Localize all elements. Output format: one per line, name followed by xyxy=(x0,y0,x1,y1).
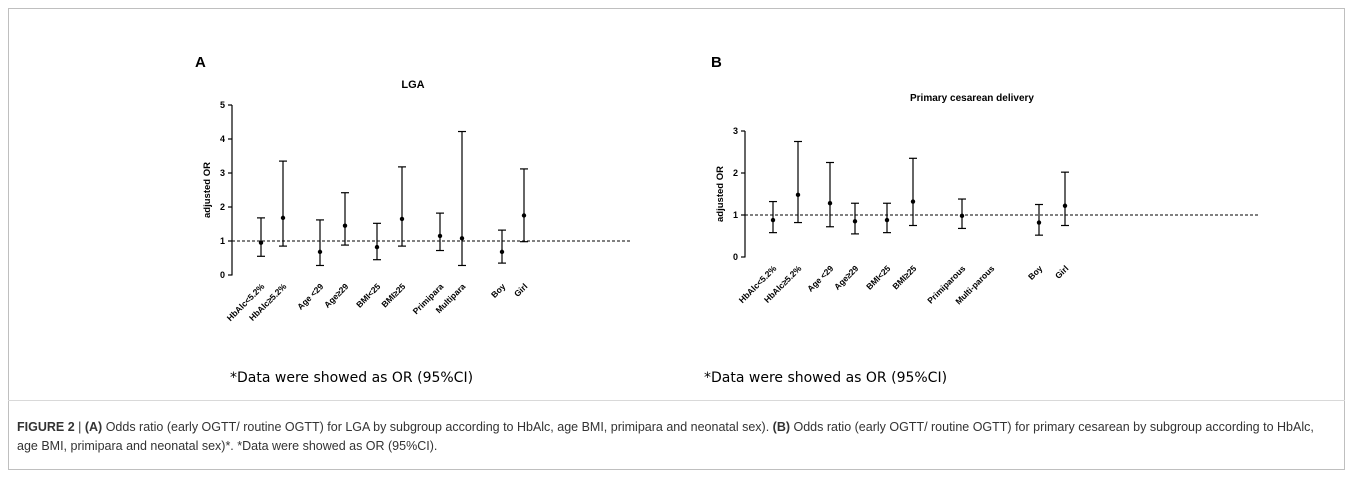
chart-a-x-tick-label: Boy xyxy=(489,281,508,300)
chart-a-x-tick-label: BMI≥25 xyxy=(379,281,407,309)
chart-b-point xyxy=(795,192,801,198)
note-b: *Data were showed as OR (95%CI) xyxy=(704,370,948,386)
chart-a-y-tick-label: 1 xyxy=(220,236,225,246)
caption-part-0: (A) xyxy=(84,420,103,434)
figure-caption: FIGURE 2 | (A) Odds ratio (early OGTT/ r… xyxy=(17,418,1337,456)
chart-b-point xyxy=(852,219,858,224)
chart-a-point xyxy=(459,236,465,241)
chart-a-x-tick-label: Age <29 xyxy=(295,281,325,311)
chart-b-point xyxy=(1062,203,1068,208)
chart-b-point xyxy=(1036,220,1042,225)
chart-b-x-tick-label: BMI<25 xyxy=(864,263,892,291)
chart-a-title: LGA xyxy=(401,79,424,91)
caption-separator: | xyxy=(74,420,85,434)
chart-a-point xyxy=(280,215,286,221)
chart-b-point xyxy=(910,199,916,204)
chart-b-point xyxy=(884,217,890,223)
note-a: *Data were showed as OR (95%CI) xyxy=(230,370,474,386)
chart-a-y-axis-label: adjusted OR xyxy=(202,162,213,218)
chart-a-y-tick-label: 3 xyxy=(220,168,225,178)
chart-a-point xyxy=(399,216,405,222)
caption-part-1: Odds ratio (early OGTT/ routine OGTT) fo… xyxy=(102,420,773,434)
chart-b: B Primary cesarean delivery 0 1 2 3 adjusted O… xyxy=(711,54,1260,306)
chart-a-x-tick-label: Girl xyxy=(512,281,529,298)
chart-b-y-tick-label: 2 xyxy=(733,168,738,178)
chart-b-x-tick-label: Age≥29 xyxy=(832,263,861,292)
caption-part-2: (B) xyxy=(772,420,791,434)
chart-a-y-tick-label: 5 xyxy=(220,100,225,110)
chart-a-y-tick-label: 4 xyxy=(220,134,225,144)
figure-frame xyxy=(8,8,1345,470)
chart-a-panel-letter: A xyxy=(195,54,206,71)
chart-b-point xyxy=(770,217,776,223)
chart-b-point xyxy=(827,201,833,206)
chart-b-x-tick-label: Boy xyxy=(1026,263,1045,282)
chart-a-y-tick-label: 0 xyxy=(220,270,225,280)
chart-b-y-tick-label: 0 xyxy=(733,252,738,262)
chart-a-x-tick-label: BMI<25 xyxy=(354,281,382,309)
caption-divider xyxy=(8,400,1345,401)
caption-part-3: Odds ratio (early OGTT/ routine OGTT) fo… xyxy=(17,420,1314,453)
chart-a-point xyxy=(499,249,505,255)
chart-a-point xyxy=(342,223,348,228)
chart-a-point xyxy=(317,249,323,255)
chart-b-panel-letter: B xyxy=(711,54,722,71)
chart-b-y-tick-label: 3 xyxy=(733,126,738,136)
chart-a-point xyxy=(374,244,380,250)
chart-a-y-tick-label: 2 xyxy=(220,202,225,212)
chart-b-x-tick-label: BMI≥25 xyxy=(890,263,918,291)
chart-a-point xyxy=(437,233,443,239)
chart-b-y-axis-label: adjusted OR xyxy=(715,166,726,222)
chart-a-point xyxy=(521,213,527,218)
chart-b-x-tick-label: Age <29 xyxy=(805,263,835,293)
caption-label: FIGURE 2 xyxy=(17,420,75,434)
chart-a-point xyxy=(258,240,264,245)
chart-b-point xyxy=(959,213,965,219)
chart-b-x-tick-label: Girl xyxy=(1053,263,1070,280)
chart-b-title: Primary cesarean delivery xyxy=(910,93,1034,104)
chart-a-x-tick-label: Age≥29 xyxy=(322,281,351,310)
caption-body: (A) Odds ratio (early OGTT/ routine OGTT… xyxy=(17,420,1314,453)
chart-b-y-tick-label: 1 xyxy=(733,210,738,220)
